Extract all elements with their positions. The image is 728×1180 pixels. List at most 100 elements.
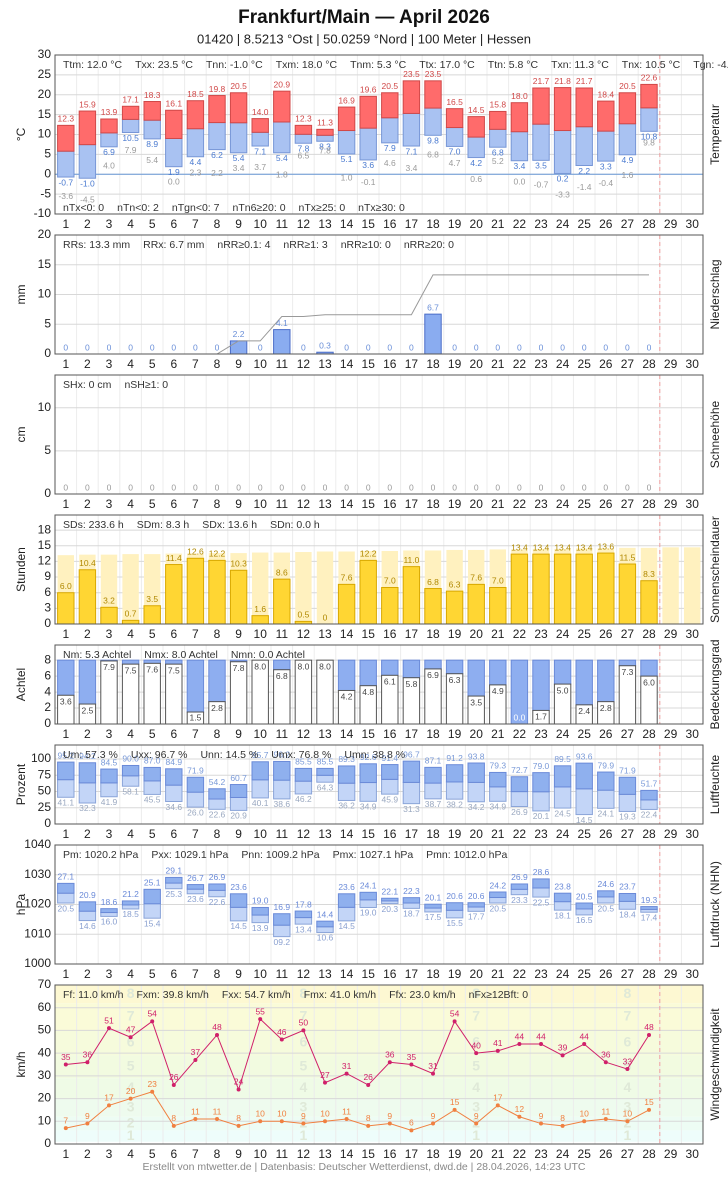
lower-bar xyxy=(402,902,421,909)
x-tick-label: 28 xyxy=(642,827,656,841)
value-label: 7.6 xyxy=(146,665,158,675)
lower-bar xyxy=(273,924,291,938)
beaufort-number: 1 xyxy=(624,1127,632,1143)
value-label: 24 xyxy=(234,1077,244,1087)
min-label: 17.4 xyxy=(641,912,658,922)
panel xyxy=(55,235,703,354)
y-tick-label: 50 xyxy=(38,1023,52,1037)
value-label: 0 xyxy=(495,482,500,492)
x-tick-label: 10 xyxy=(254,1147,268,1161)
ground-label: 4.6 xyxy=(384,158,396,168)
x-tick-label: 22 xyxy=(513,357,527,371)
max-label: 20.6 xyxy=(446,891,463,901)
value-label: 2.5 xyxy=(81,705,93,715)
max-label: 21.2 xyxy=(122,889,139,899)
x-tick-label: 6 xyxy=(170,357,177,371)
upper-bar xyxy=(186,100,205,130)
x-tick-label: 23 xyxy=(534,1147,548,1161)
value-label: 0 xyxy=(625,482,630,492)
min-label: 09.2 xyxy=(274,937,291,947)
lower-bar xyxy=(640,107,658,132)
min-label: 17.7 xyxy=(468,912,485,922)
x-tick-label: 5 xyxy=(149,967,156,981)
x-tick-label: 8 xyxy=(214,1147,221,1161)
lower-bar xyxy=(467,136,485,159)
min-label: 36.2 xyxy=(338,801,355,811)
min-label: 8.3 xyxy=(319,142,331,152)
x-tick-label: 8 xyxy=(214,827,221,841)
value-label: 0 xyxy=(582,482,587,492)
upper-bar xyxy=(381,764,399,780)
stat: nRR≥0.1: 4 xyxy=(217,239,270,251)
x-tick-label: 16 xyxy=(383,827,397,841)
upper-bar xyxy=(294,124,313,135)
min-label: 20.5 xyxy=(490,903,507,913)
point xyxy=(366,1082,371,1087)
x-tick-label: 24 xyxy=(556,967,570,981)
value-label: 4.8 xyxy=(362,687,374,697)
value-label: 0 xyxy=(431,482,436,492)
max-label: 21.7 xyxy=(576,76,593,86)
ground-label: -4.5 xyxy=(80,194,95,204)
value-label: 0 xyxy=(193,482,198,492)
x-tick-label: 3 xyxy=(106,967,113,981)
beaufort-number: 1 xyxy=(300,1127,308,1143)
value-label: 36 xyxy=(385,1049,395,1059)
point xyxy=(647,1107,651,1112)
x-tick-label: 6 xyxy=(170,1147,177,1161)
value-label: 0 xyxy=(517,342,522,352)
value-label: 48 xyxy=(644,1022,654,1032)
x-tick-label: 29 xyxy=(664,967,678,981)
x-tick-label: 19 xyxy=(448,217,462,231)
x-tick-label: 23 xyxy=(534,497,548,511)
side-label: Luftdruck (NHN) xyxy=(708,861,722,948)
upper-bar xyxy=(229,92,248,124)
point xyxy=(517,1114,522,1119)
stat: nFx≥12Bft: 0 xyxy=(469,989,529,1001)
stat: Txx: 23.5 °C xyxy=(135,59,193,71)
value-label: 0 xyxy=(387,482,392,492)
clear-bar xyxy=(337,659,356,691)
beaufort-number: 2 xyxy=(127,1114,135,1130)
min-label: 17.5 xyxy=(425,912,442,922)
ground-label: -1.4 xyxy=(577,182,592,192)
value-label: 44 xyxy=(515,1031,525,1041)
point xyxy=(539,1121,543,1126)
y-axis-label: cm xyxy=(14,427,28,443)
x-tick-label: 26 xyxy=(599,967,613,981)
upper-bar xyxy=(597,100,615,132)
x-tick-label: 12 xyxy=(297,967,311,981)
x-tick-label: 21 xyxy=(491,627,505,641)
x-tick-label: 24 xyxy=(556,497,570,511)
bar xyxy=(489,586,507,624)
x-tick-label: 25 xyxy=(578,357,592,371)
point xyxy=(85,1121,90,1126)
min-label: 24.1 xyxy=(598,809,615,819)
value-label: 7.3 xyxy=(621,667,633,677)
x-tick-label: 29 xyxy=(664,217,678,231)
x-tick-label: 30 xyxy=(686,967,700,981)
x-tick-label: 16 xyxy=(383,217,397,231)
point xyxy=(431,1121,435,1126)
cumulative-line xyxy=(65,274,649,354)
value-label: 0 xyxy=(344,482,349,492)
value-label: 8 xyxy=(236,1113,241,1123)
value-label: 7.0 xyxy=(492,576,504,586)
min-label: 3.3 xyxy=(600,161,612,171)
ground-label: 5.4 xyxy=(146,155,158,165)
y-axis-label: km/h xyxy=(14,1051,28,1077)
beaufort-number: 7 xyxy=(472,1008,480,1024)
x-tick-label: 9 xyxy=(235,217,242,231)
value-label: 9 xyxy=(387,1111,392,1121)
x-tick-label: 30 xyxy=(686,357,700,371)
panel xyxy=(55,375,703,494)
stat: Pmn: 1012.0 hPa xyxy=(426,849,507,861)
lower-bar xyxy=(186,128,205,158)
x-tick-label: 12 xyxy=(297,827,311,841)
bar xyxy=(273,329,291,354)
stats: Ttm: 12.0 °C Txx: 23.5 °C Tnn: -1.0 °C Txm:… xyxy=(63,59,728,71)
x-tick-label: 11 xyxy=(276,217,289,231)
stat: Txn: 11.3 °C xyxy=(551,59,609,71)
series-line xyxy=(65,1091,650,1131)
